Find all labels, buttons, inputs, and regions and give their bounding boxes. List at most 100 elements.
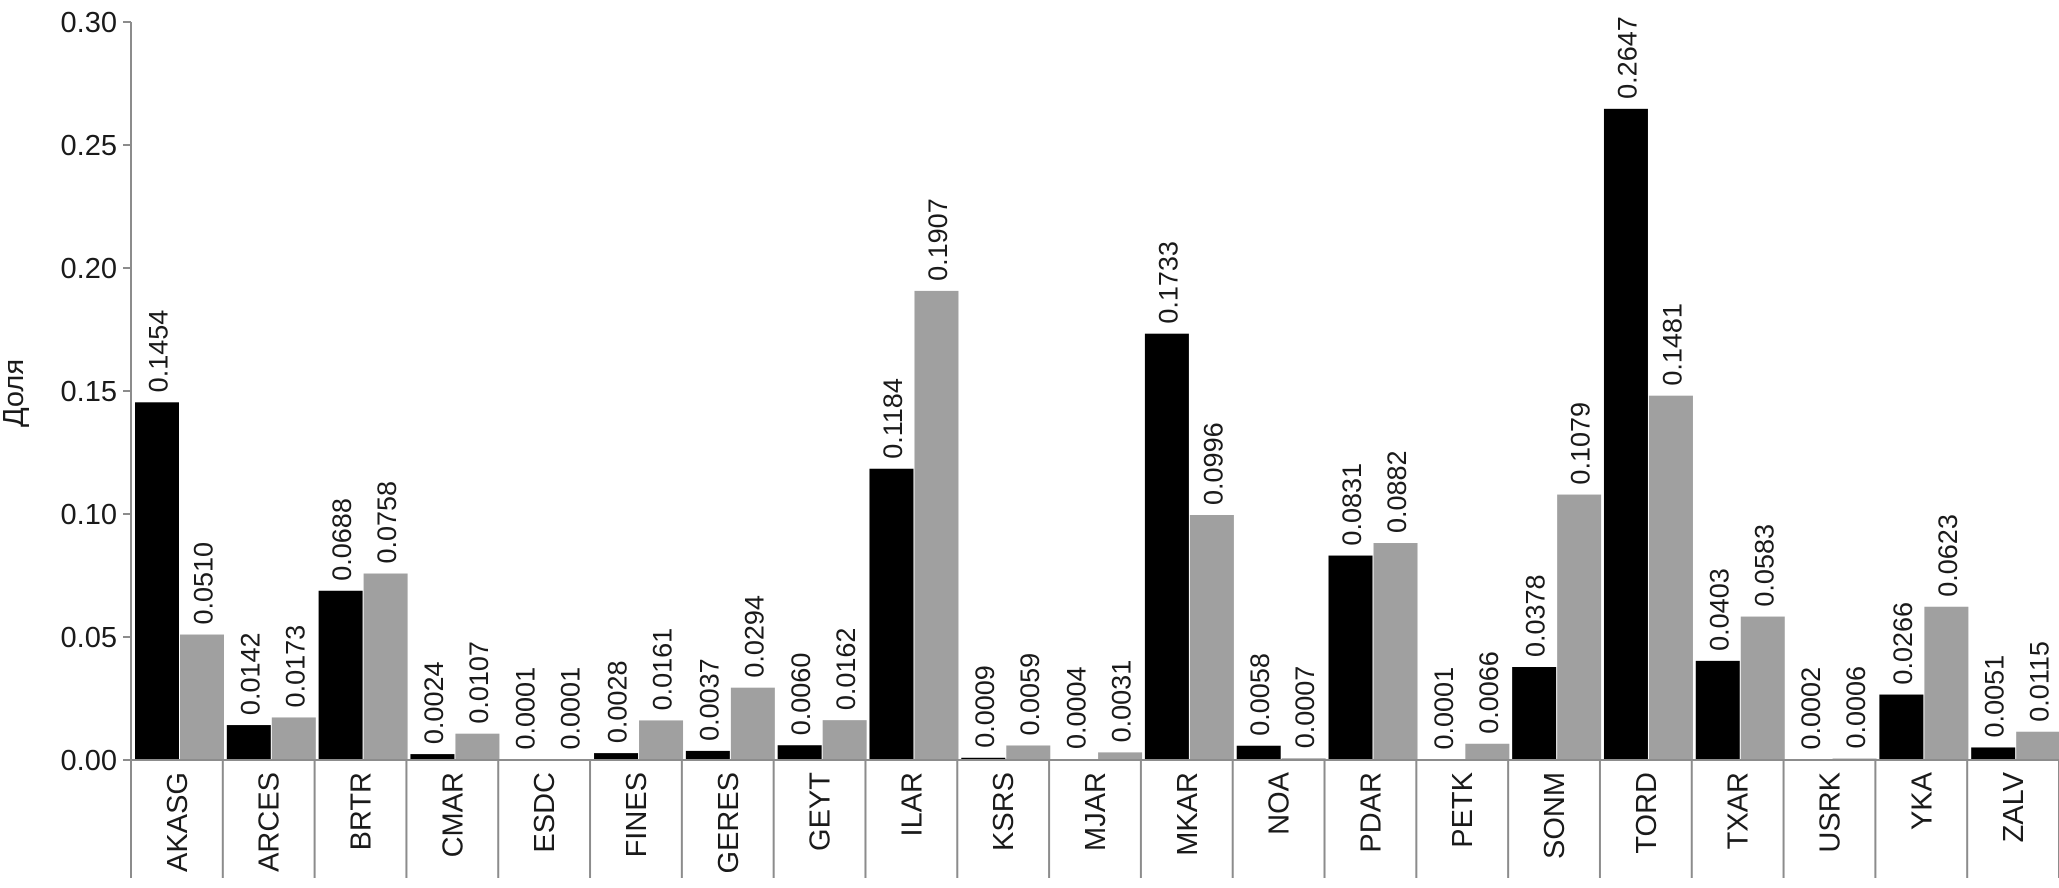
x-category-label: CMAR [437,772,469,857]
x-category-label: MJAR [1080,772,1112,851]
x-category-label: FINES [621,772,653,857]
bar-series-2 [1924,606,1969,760]
bar-value-label: 0.0161 [648,628,678,711]
bar-series-1 [135,402,179,760]
bar-value-label: 0.0688 [327,498,357,581]
bar-value-label: 0.0001 [511,667,541,750]
x-category-label: SONM [1539,772,1571,859]
bar-series-1 [1603,108,1648,760]
x-category-label: ZALV [1998,771,2030,842]
bar-series-1 [226,725,271,760]
y-tick-label: 0.30 [61,7,117,39]
y-tick-label: 0.00 [61,745,117,777]
bar-value-label: 0.0831 [1337,463,1367,546]
x-category-label: NOA [1264,771,1296,835]
bar-series-2 [1098,752,1143,760]
y-tick-label: 0.05 [61,622,117,654]
y-tick-label: 0.25 [61,130,117,162]
y-tick-label: 0.10 [61,499,117,531]
x-category-label: ILAR [896,772,928,836]
bar-value-label: 0.0031 [1107,660,1137,743]
x-category-label: GERES [713,772,745,874]
bar-series-1 [1971,747,2016,760]
x-category-label: KSRS [988,772,1020,851]
bar-value-label: 0.0001 [556,667,586,750]
bar-series-2 [1740,616,1785,760]
bar-value-label: 0.0037 [694,658,724,741]
bar-series-2 [1189,514,1234,760]
bar-value-label: 0.0510 [189,542,219,625]
bar-value-label: 0.0009 [970,665,1000,748]
x-category-label: YKA [1906,771,1938,830]
bar-value-label: 0.0173 [280,625,310,708]
bar-value-label: 0.1733 [1153,241,1183,324]
bar-value-label: 0.0004 [1062,666,1092,749]
bar-series-1 [1879,694,1924,760]
bar-series-2 [1557,494,1602,760]
bar-value-label: 0.0060 [786,653,816,736]
bar-series-1 [685,750,730,760]
bar-value-label: 0.1907 [923,198,953,281]
bar-value-label: 0.0294 [739,595,769,678]
bar-value-label: 0.0002 [1796,667,1826,750]
y-axis-title: Доля [0,359,30,427]
bars-group [135,108,2059,760]
bar-series-2 [1006,745,1051,760]
bar-series-1 [1236,745,1281,760]
bar-series-1 [961,757,1006,760]
bar-series-2 [180,634,224,760]
x-ticks-group: AKASG ARCES BRTR CMAR ESDC FINES GERES GEYT ILAR… [130,760,2059,878]
bar-value-label: 0.0115 [2025,641,2055,722]
x-category-label: PDAR [1355,772,1387,853]
bar-series-1 [1144,333,1189,760]
x-category-label: TXAR [1723,772,1755,849]
bar-value-label: 0.0024 [419,662,449,745]
bar-value-label: 0.0058 [1245,653,1275,736]
bar-value-label: 0.0758 [372,481,402,564]
bar-value-label: 0.0623 [1933,514,1963,597]
bar-value-label: 0.0162 [831,628,861,711]
x-category-label: ESDC [529,772,561,853]
bar-value-label: 0.0007 [1290,666,1320,749]
bar-value-label: 0.0006 [1841,666,1871,749]
bar-series-2 [730,687,775,760]
x-category-label: ARCES [254,772,286,872]
x-category-label: PETK [1447,771,1479,847]
bar-series-2 [1648,395,1693,760]
x-category-label: MKAR [1172,772,1204,856]
bar-value-label: 0.0882 [1382,450,1412,533]
bar-series-2 [639,720,684,760]
bar-value-label: 0.1481 [1657,303,1687,386]
y-ticks-group: 0.00 0.05 0.10 0.15 0.20 0.25 0.30 [61,7,131,777]
bar-series-1 [869,468,914,760]
data-labels-group: 0.1454 0.0510 0.0142 0.0173 0.0688 0.0758 0.00… [144,16,2055,749]
bar-series-2 [2016,731,2059,760]
x-category-label: GEYT [805,772,837,851]
bar-value-label: 0.0996 [1198,422,1228,505]
bar-series-2 [363,573,408,760]
bar-value-label: 0.1454 [144,310,174,393]
bar-series-1 [318,590,363,760]
bar-series-1 [1328,555,1373,760]
y-tick-label: 0.20 [61,253,117,285]
bar-value-label: 0.0583 [1749,524,1779,607]
bar-series-1 [777,745,822,760]
bar-value-label: 0.0266 [1888,602,1918,685]
bar-series-1 [594,753,639,760]
bar-value-label: 0.0028 [603,661,633,744]
bar-value-label: 0.0142 [235,632,265,715]
bar-series-1 [410,754,455,760]
bar-series-2 [822,720,867,760]
bar-series-2 [914,290,959,760]
bar-series-2 [455,733,500,760]
bar-value-label: 0.1184 [878,378,908,459]
bar-value-label: 0.0001 [1429,667,1459,750]
x-category-label: USRK [1814,771,1846,852]
bar-value-label: 0.0059 [1015,653,1045,736]
bar-value-label: 0.1079 [1566,402,1596,485]
bar-value-label: 0.0107 [464,641,494,724]
bar-series-2 [1465,743,1510,760]
x-category-label: AKASG [162,772,194,872]
bar-series-1 [1512,667,1557,760]
bar-value-label: 0.0378 [1521,574,1551,657]
